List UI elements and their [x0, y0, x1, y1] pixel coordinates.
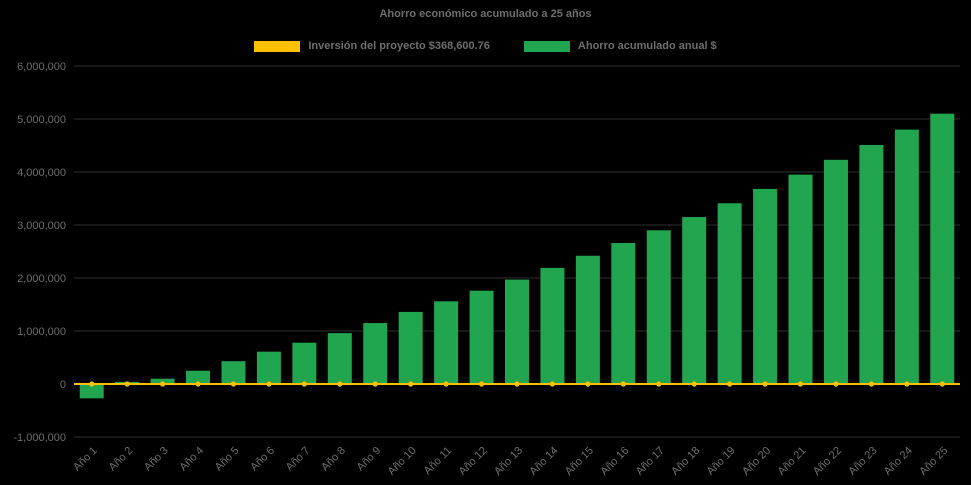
- y-tick-label: 4,000,000: [17, 167, 66, 179]
- bar-Año 5: [221, 361, 246, 384]
- bar-Año 25: [930, 113, 955, 384]
- bar-Año 3: [150, 378, 175, 384]
- investment-marker: [691, 381, 697, 387]
- chart-title: Ahorro económico acumulado a 25 años: [379, 8, 592, 20]
- bar-Año 20: [753, 188, 778, 384]
- investment-marker: [408, 381, 414, 387]
- investment-marker: [443, 381, 449, 387]
- y-tick-label: 2,000,000: [17, 273, 66, 285]
- y-tick-label: 6,000,000: [17, 61, 66, 73]
- x-tick-label: Año 17: [634, 445, 667, 478]
- legend-swatch-savings-icon: [523, 40, 570, 52]
- x-tick-label: Año 11: [422, 445, 455, 478]
- bar-Año 10: [398, 311, 423, 384]
- investment-marker: [620, 381, 626, 387]
- investment-marker: [868, 381, 875, 387]
- investment-marker: [904, 381, 910, 387]
- x-tick-label: Año 15: [563, 445, 596, 478]
- y-tick-label: -1,000,000: [13, 432, 66, 444]
- x-tick-label: Año 12: [457, 445, 490, 478]
- bar-Año 19: [717, 203, 742, 384]
- x-tick-label: Año 1: [71, 445, 100, 474]
- bar-Año 18: [682, 217, 707, 384]
- investment-marker: [478, 381, 485, 387]
- x-tick-label: Año 21: [775, 445, 808, 478]
- investment-marker: [124, 381, 130, 387]
- investment-marker: [301, 381, 307, 387]
- investment-marker: [656, 381, 662, 387]
- bar-Año 22: [823, 159, 848, 384]
- x-tick-label: Año 16: [598, 445, 631, 478]
- bar-Año 4: [186, 370, 211, 384]
- x-tick-label: Año 19: [705, 445, 738, 478]
- legend-item-savings: Ahorro acumulado anual $: [523, 40, 717, 52]
- bar-Año 21: [788, 174, 813, 384]
- investment-marker: [160, 381, 166, 387]
- investment-marker: [89, 381, 95, 387]
- x-tick-label: Año 22: [811, 445, 844, 478]
- legend-swatch-investment-icon: [254, 40, 301, 52]
- x-tick-label: Año 14: [527, 445, 560, 478]
- investment-marker: [762, 381, 768, 387]
- y-tick-label: 5,000,000: [17, 114, 66, 126]
- x-tick-label: Año 3: [142, 445, 171, 474]
- x-tick-label: Año 2: [106, 445, 135, 474]
- y-tick-label: 1,000,000: [17, 326, 66, 338]
- investment-marker: [266, 381, 272, 387]
- investment-marker: [797, 381, 804, 387]
- x-tick-label: Año 20: [740, 445, 773, 478]
- legend-label-savings: Ahorro acumulado anual $: [577, 40, 717, 52]
- x-tick-label: Año 18: [669, 445, 702, 478]
- y-tick-label: 3,000,000: [17, 220, 66, 232]
- investment-marker: [337, 381, 343, 387]
- x-tick-label: Año 6: [248, 445, 277, 474]
- investment-marker: [727, 381, 733, 387]
- investment-marker: [585, 381, 591, 387]
- x-tick-label: Año 8: [319, 445, 348, 474]
- bar-Año 15: [575, 255, 600, 384]
- bar-Año 7: [292, 342, 317, 384]
- x-tick-label: Año 13: [492, 445, 525, 478]
- legend-label-investment: Inversión del proyecto $368,600.76: [308, 40, 490, 52]
- legend: Inversión del proyecto $368,600.76 Ahorr…: [0, 40, 971, 52]
- x-tick-label: Año 7: [284, 445, 313, 474]
- bar-Año 24: [894, 129, 919, 384]
- bar-Año 14: [540, 267, 565, 384]
- x-tick-label: Año 24: [882, 445, 915, 478]
- investment-marker: [230, 381, 237, 387]
- y-tick-label: 0: [60, 379, 66, 391]
- x-tick-label: Año 4: [177, 445, 206, 474]
- investment-marker: [939, 381, 945, 387]
- bar-Año 23: [859, 144, 884, 384]
- bar-Año 13: [505, 279, 529, 384]
- x-tick-label: Año 9: [355, 445, 384, 474]
- bar-Año 9: [363, 323, 388, 384]
- investment-marker: [833, 381, 839, 387]
- bar-Año 1: [79, 384, 104, 399]
- bar-Año 17: [646, 230, 671, 384]
- legend-item-investment: Inversión del proyecto $368,600.76: [254, 40, 490, 52]
- x-tick-label: Año 23: [846, 445, 879, 478]
- x-tick-label: Año 10: [386, 445, 419, 478]
- bar-Año 6: [256, 351, 281, 384]
- investment-marker: [372, 381, 378, 387]
- investment-marker: [514, 381, 520, 387]
- bar-Año 8: [327, 333, 352, 384]
- bar-Año 12: [469, 290, 494, 384]
- bar-Año 11: [434, 301, 459, 384]
- bar-Año 16: [611, 243, 636, 384]
- x-tick-label: Año 5: [213, 445, 242, 474]
- x-tick-label: Año 25: [917, 445, 950, 478]
- investment-marker: [549, 381, 556, 387]
- investment-marker: [195, 381, 201, 387]
